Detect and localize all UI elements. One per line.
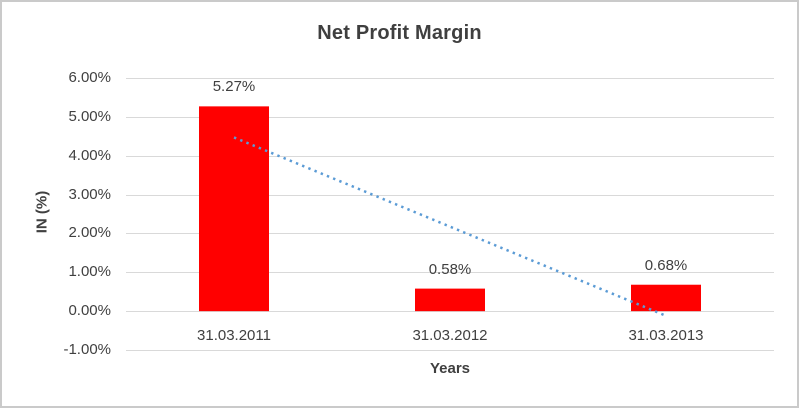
chart-title: Net Profit Margin — [317, 22, 482, 44]
x-axis-title: Years — [429, 360, 471, 377]
data-label: 5.27% — [212, 78, 256, 96]
y-tick-label: 4.00% — [68, 146, 111, 164]
y-tick-label: 6.00% — [68, 69, 111, 86]
x-tick-label: 31.03.2011 — [197, 327, 271, 344]
data-label: 0.58% — [428, 260, 472, 278]
y-tick-label: -1.00% — [63, 341, 111, 358]
bar-31.03.2012 — [415, 288, 485, 312]
x-tick-label: 31.03.2013 — [628, 327, 704, 344]
data-label: 0.68% — [644, 256, 688, 274]
bar-31.03.2013 — [631, 284, 701, 312]
y-tick-label: 1.00% — [68, 263, 111, 281]
x-tick-label: 31.03.2012 — [412, 327, 488, 344]
y-tick-label: 5.00% — [68, 107, 111, 125]
y-tick-label: 0.00% — [68, 302, 111, 320]
bar-31.03.2011 — [199, 106, 269, 312]
y-tick-label: 2.00% — [68, 224, 111, 242]
y-tick-label: 3.00% — [68, 185, 111, 203]
trendline — [233, 136, 667, 317]
